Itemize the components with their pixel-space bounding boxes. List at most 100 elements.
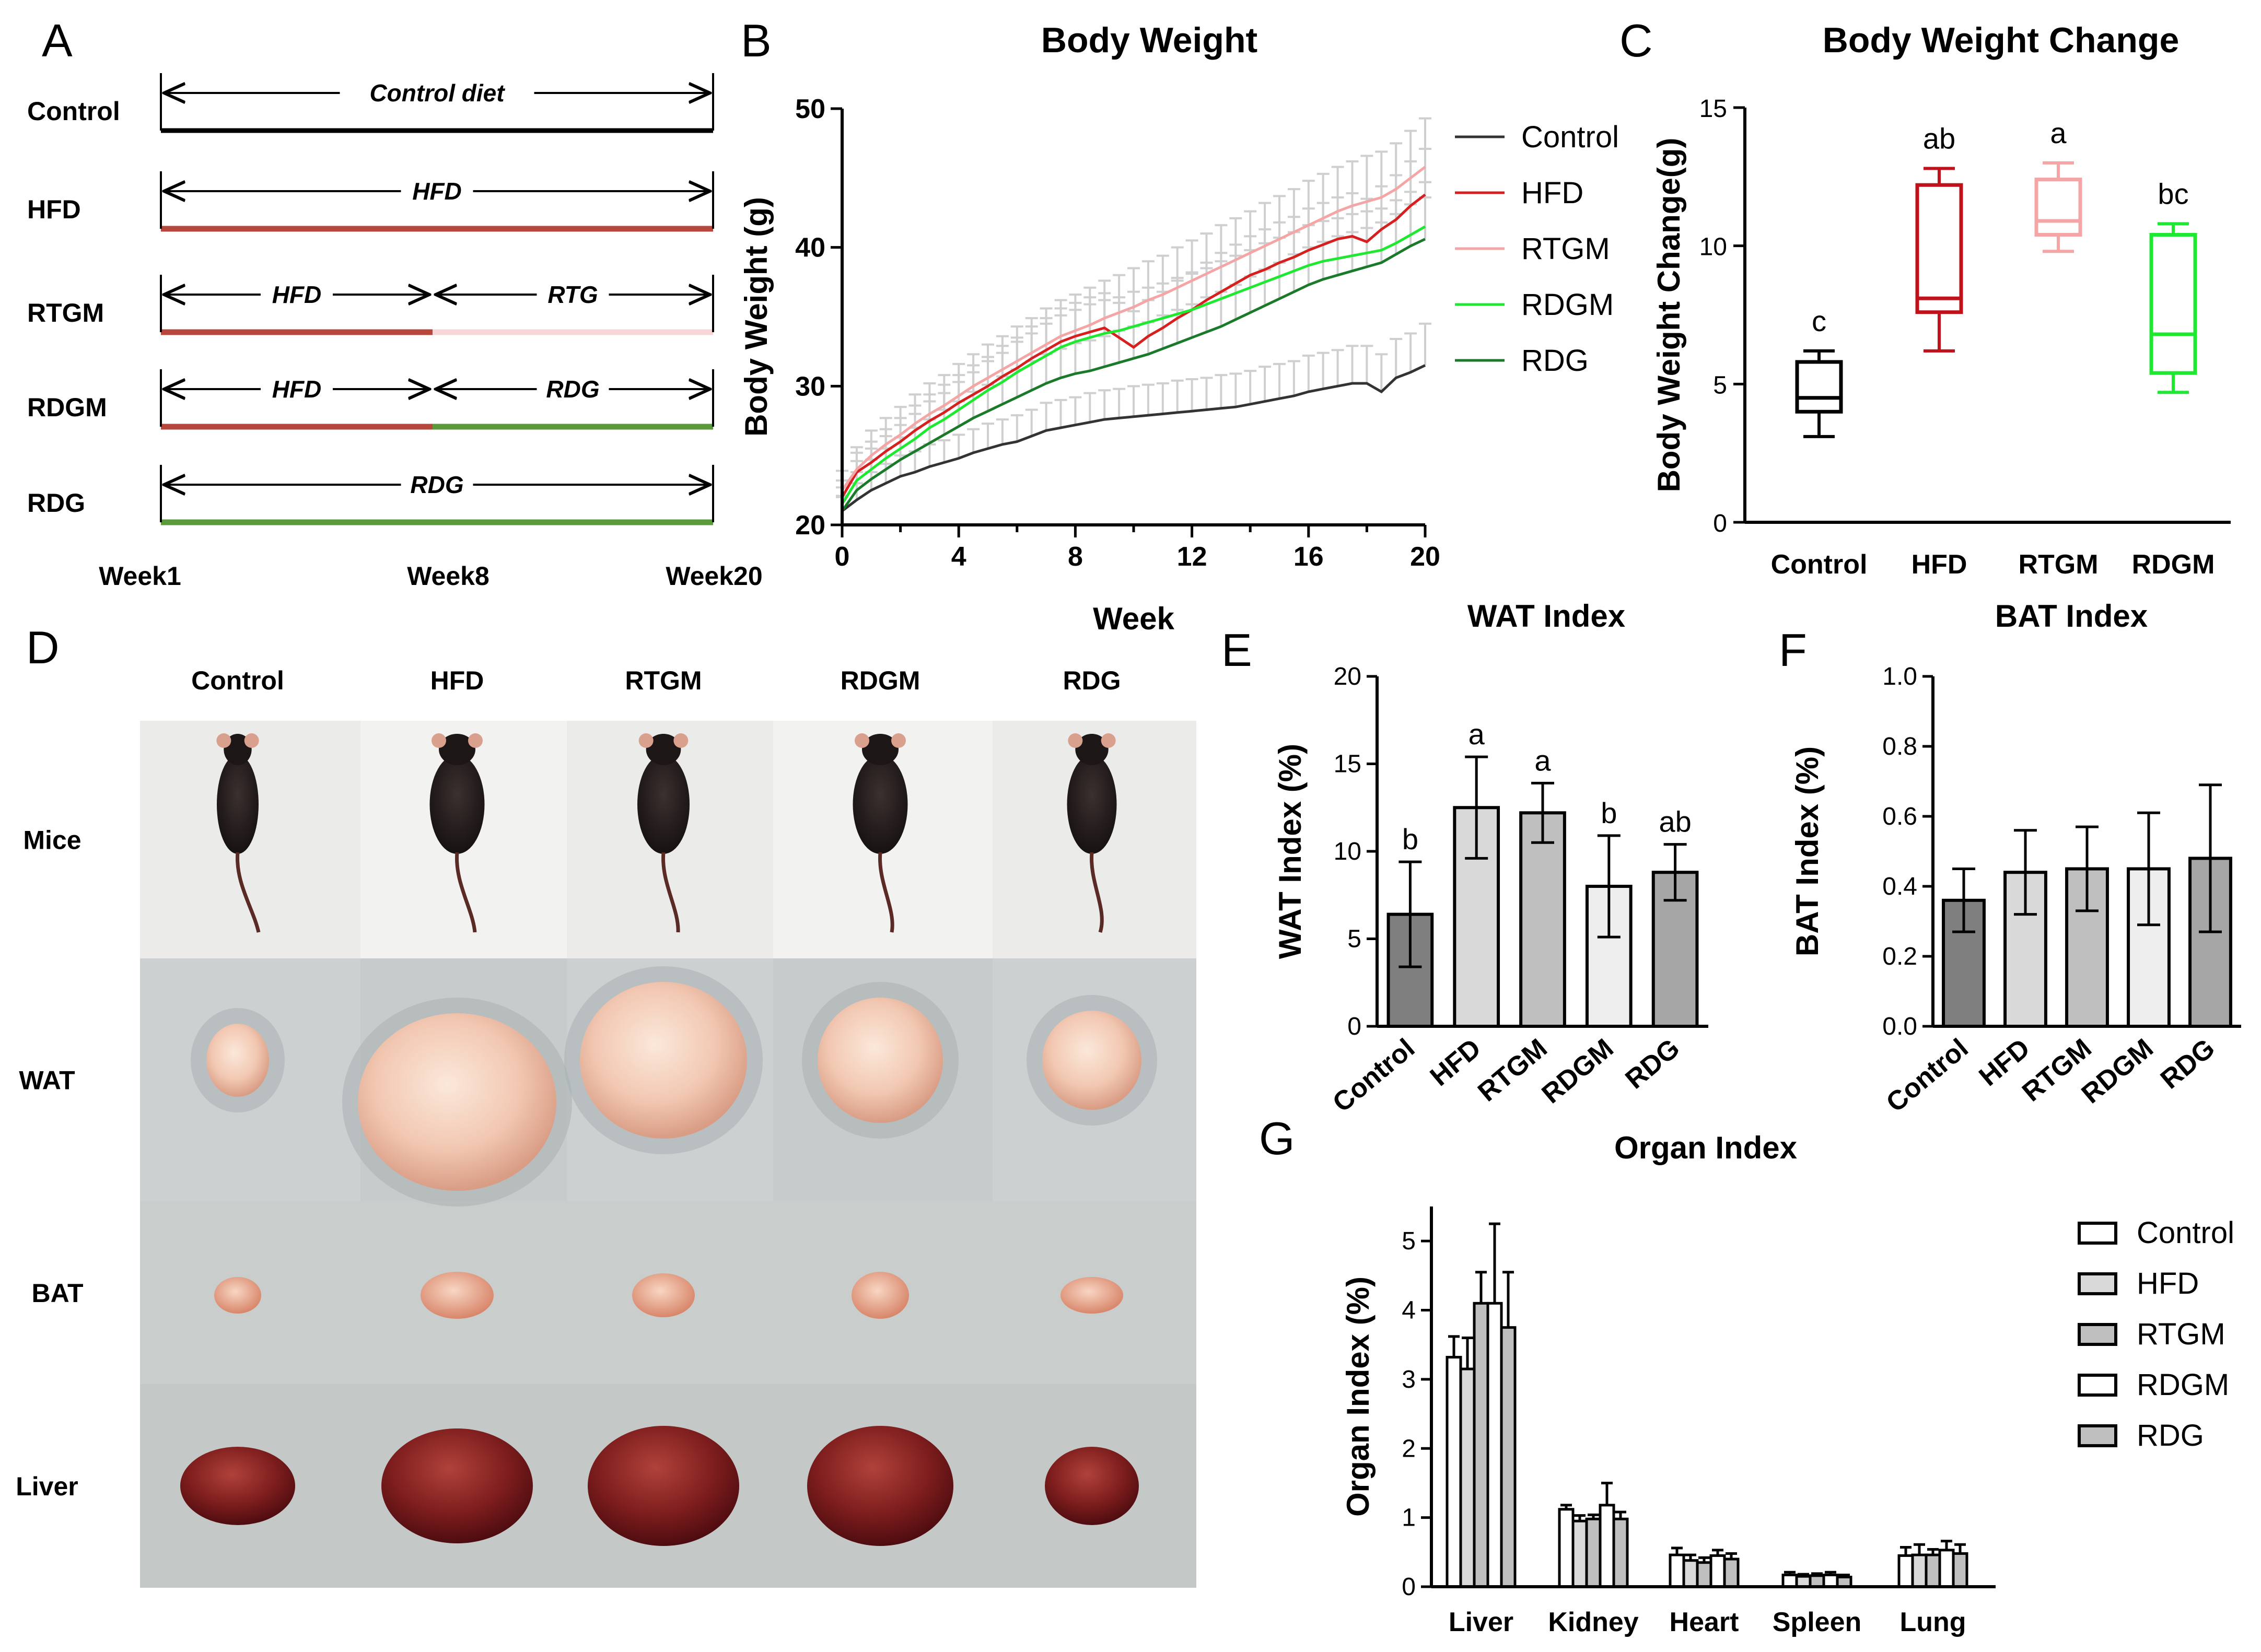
design-week-week20: Week20 [666,561,762,591]
wat-tissue [1042,1011,1141,1110]
bar-heart-control [1669,1553,1685,1588]
bar-liver-control [1446,1356,1462,1588]
series-line-hfd [841,193,1426,498]
design-segment-label: HFD [412,178,462,205]
significance-letter: bc [2158,177,2188,210]
liver-tissue [180,1447,295,1525]
photo-column-label-control: Control [191,666,284,695]
bar-rtgm [1519,811,1566,1028]
panel-d-photos: Control HFD RTGM RDGM RDG Mice WAT BAT Liver [16,666,1196,1588]
y-axis-label: WAT Index (%) [1273,744,1308,959]
panel-a-design: Control Control diet HFD HFD RTGM HFD RTG RDGM H… [27,73,763,591]
x-tick-label: RDGM [2132,549,2215,580]
box-control [1795,360,1843,414]
bar-kidney-control [1558,1508,1575,1588]
series-line-rdg [841,238,1426,512]
mouse-ear [1101,733,1116,748]
design-segment-label: HFD [272,376,322,403]
mouse-head [439,734,475,765]
design-segment-label: RTG [547,281,598,308]
chart-title: BAT Index [1995,599,2148,634]
bar-lung-rdg [1952,1552,1968,1588]
x-tick-label-heart: Heart [1670,1607,1739,1637]
y-tick-label: 0 [1402,1573,1416,1601]
x-tick-label-lung: Lung [1899,1607,1966,1637]
x-tick-label-spleen: Spleen [1773,1607,1862,1637]
mouse-ear [244,733,259,748]
mouse-ear [432,733,446,748]
series-line-rtgm [841,166,1426,491]
bat-tissue [852,1272,909,1319]
legend-label-hfd: HFD [2137,1267,2199,1300]
mouse-body [637,755,690,854]
chart-bat-index: BAT IndexControlHFDRTGMRDGMRDG0.00.20.40… [1790,599,2241,1118]
liver-tissue [1045,1447,1139,1525]
y-tick-label: 0.2 [1882,943,1917,970]
x-axis-label: Week [1093,601,1174,636]
panel-label-c: C [1619,15,1653,66]
bar-heart-hfd [1682,1559,1699,1588]
bat-tissue [1060,1277,1123,1314]
box-rtgm [2034,178,2082,237]
panel-label-b: B [741,15,772,66]
y-axis-label: Body Weight (g) [739,197,774,437]
liver-tissue [807,1426,953,1546]
mouse-tail [236,852,261,933]
photo-column-label-hfd: HFD [430,666,484,695]
panel-label-d: D [26,622,60,673]
bar-kidney-rdgm [1599,1504,1615,1588]
wat-tissue [580,982,747,1139]
y-tick-label: 0.4 [1882,873,1917,900]
wat-tissue [206,1024,269,1097]
x-tick-label: 12 [1177,542,1207,572]
y-axis-label: Body Weight Change(g) [1651,138,1686,493]
bar-spleen-rdgm [1822,1573,1839,1588]
legend-label-rdg: RDG [2137,1419,2204,1452]
y-tick-label: 20 [1334,663,1361,690]
x-tick-label: 0 [835,542,850,572]
x-tick-label: RDG [1620,1033,1686,1095]
bar-spleen-control [1781,1573,1798,1588]
bat-tissue [632,1273,695,1317]
y-tick-label: 0.0 [1882,1013,1917,1040]
x-tick-label-liver: Liver [1449,1607,1513,1637]
y-tick-label: 0 [1713,510,1727,537]
mouse-head [862,734,899,765]
wat-tissue [358,1013,556,1191]
wat-tissue [818,998,943,1123]
y-tick-label: 1 [1402,1504,1416,1532]
mouse-head [1075,734,1109,765]
design-row-label-rtgm: RTGM [27,298,104,327]
mouse-tail [878,852,894,933]
series-line-rdgm [841,225,1426,505]
bar-heart-rdg [1723,1557,1740,1588]
legend-label-control: Control [2137,1216,2234,1250]
photo-column-label-rtgm: RTGM [625,666,702,695]
bar-kidney-hfd [1571,1519,1588,1588]
design-segment-label: HFD [272,281,322,308]
mouse-body [853,755,908,854]
design-week-week8: Week8 [407,561,490,591]
design-segment-label: RDG [410,471,463,498]
mouse-tail [661,852,680,933]
mouse-body [429,755,485,854]
y-tick-label: 15 [1334,751,1361,778]
x-tick-label: RTGM [1472,1033,1553,1108]
mouse-body [1067,755,1117,854]
significance-letter: ab [1923,122,1955,155]
bat-tissue [214,1277,261,1314]
y-tick-label: 10 [1334,838,1361,865]
panel-label-e: E [1221,624,1252,676]
bar-kidney-rdg [1612,1517,1629,1588]
legend-label-rdgm: RDGM [1521,288,1614,322]
bar-liver-rdgm [1486,1302,1503,1588]
significance-letter: ab [1659,805,1691,838]
bat-tissue [421,1272,494,1319]
significance-letter: b [1601,796,1617,829]
legend-swatch-rdgm [2078,1374,2117,1397]
legend-swatch-control [2078,1222,2117,1245]
mouse-ear [468,733,483,748]
photo-row-label-liver: Liver [16,1472,78,1501]
chart-title: WAT Index [1467,599,1625,634]
photo-row-label-bat: BAT [31,1279,83,1308]
